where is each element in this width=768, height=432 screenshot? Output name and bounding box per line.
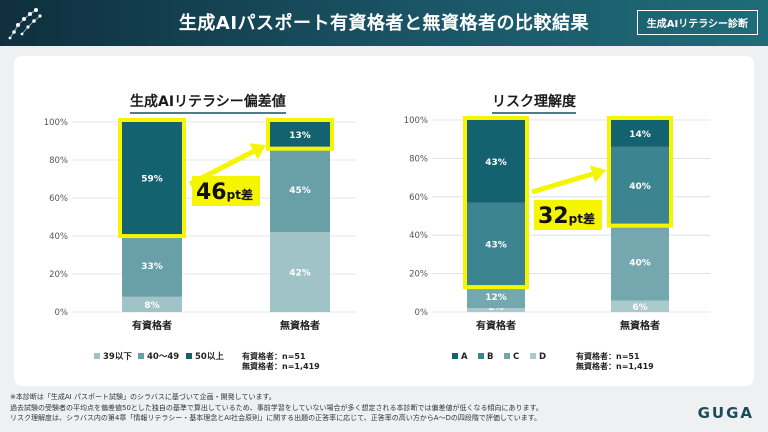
- y-tick-label: 0%: [415, 308, 429, 318]
- bar-segment: [611, 120, 669, 147]
- diagnosis-tag: 生成AIリテラシー診断: [636, 10, 758, 35]
- legend-swatch: [452, 353, 458, 359]
- data-label: 40%: [629, 182, 651, 192]
- chart-title-literacy: 生成AIリテラシー偏差値: [130, 91, 286, 114]
- legend-swatch: [138, 353, 144, 359]
- difference-label: 32pt差: [538, 204, 595, 229]
- legend-label: B: [487, 352, 493, 362]
- arrow-head-icon: [249, 143, 266, 160]
- data-label: 33%: [141, 262, 163, 272]
- legend-swatch: [478, 353, 484, 359]
- data-label: 12%: [485, 293, 507, 303]
- bar-segment: [270, 232, 330, 312]
- y-tick-label: 40%: [49, 232, 68, 242]
- bar-segment: [467, 202, 525, 286]
- difference-badge: [192, 176, 260, 206]
- sample-size-note: 無資格者：n=1,419: [576, 361, 654, 371]
- y-tick-label: 100%: [44, 118, 68, 128]
- highlight-box: [607, 116, 673, 228]
- footnotes: ※本診断は「生成AI パスポート試験」のシラバスに基づいて企画・開発しています。…: [10, 392, 543, 424]
- data-label: 13%: [289, 131, 311, 141]
- bar-segment: [270, 146, 330, 233]
- bar-segment: [611, 300, 669, 312]
- data-label: 6%: [632, 303, 647, 313]
- legend-label: C: [513, 352, 519, 362]
- x-tick-label: 有資格者: [132, 319, 172, 332]
- y-tick-label: 60%: [409, 193, 428, 203]
- legend-label: D: [539, 352, 546, 362]
- x-tick-label: 有資格者: [476, 319, 516, 332]
- data-label: 43%: [485, 240, 507, 250]
- legend-swatch: [186, 353, 192, 359]
- y-tick-label: 80%: [49, 156, 68, 166]
- bar-segment: [270, 122, 330, 147]
- sample-size-note: 有資格者：n=51: [576, 351, 640, 361]
- highlight-box: [266, 118, 334, 151]
- legend-label: 39以下: [103, 352, 132, 362]
- bar-segment: [122, 234, 182, 297]
- bar-segment: [467, 285, 525, 309]
- footnote-line: リスク理解度は、シラバス内の第4章「情報リテラシー・基本理念とAI社会原則」に関…: [10, 414, 542, 422]
- difference-value: 46: [196, 180, 227, 205]
- bar-segment: [122, 296, 182, 312]
- chart-title-risk: リスク理解度: [492, 91, 576, 114]
- data-label: 43%: [485, 158, 507, 168]
- arrow-line: [531, 171, 594, 195]
- highlight-box: [463, 116, 529, 290]
- highlight-box: [118, 118, 186, 239]
- data-label: 40%: [629, 259, 651, 269]
- footnote-line: 過去試験の受験者の平均点を偏差値50とした独自の基準で算出しているため、事前学習…: [10, 403, 543, 412]
- y-tick-label: 20%: [49, 270, 68, 280]
- header-bar: 生成AIパスポート有資格者と無資格者の比較結果 生成AIリテラシー診断: [0, 0, 768, 46]
- difference-badge: [534, 200, 602, 230]
- page-title: 生成AIパスポート有資格者と無資格者の比較結果: [178, 13, 590, 34]
- y-tick-label: 0%: [55, 308, 69, 318]
- arrow-head-icon: [590, 165, 606, 183]
- y-tick-label: 80%: [409, 154, 428, 164]
- legend-swatch: [504, 353, 510, 359]
- legend-swatch: [530, 353, 536, 359]
- x-tick-label: 無資格者: [280, 319, 320, 332]
- legend-label: 40～49: [147, 352, 179, 362]
- y-tick-label: 20%: [409, 270, 428, 280]
- difference-label: 46pt差: [196, 180, 253, 205]
- data-label: 14%: [629, 130, 651, 140]
- difference-value: 32: [538, 204, 569, 229]
- y-tick-label: 40%: [409, 231, 428, 241]
- difference-unit: pt差: [227, 187, 253, 202]
- sample-size-note: 有資格者：n=51: [242, 351, 306, 361]
- legend-swatch: [94, 353, 100, 359]
- data-label: 8%: [144, 301, 159, 311]
- difference-unit: pt差: [569, 211, 595, 226]
- data-label: 42%: [289, 269, 311, 279]
- footnote-line: ※本診断は「生成AI パスポート試験」のシラバスに基づいて企画・開発しています。: [10, 393, 276, 401]
- bar-segment: [467, 120, 525, 203]
- brand-logo: GUGA: [697, 404, 754, 422]
- data-label: 45%: [289, 186, 311, 196]
- bar-segment: [611, 223, 669, 301]
- bar-segment: [122, 122, 182, 235]
- data-label: 59%: [141, 175, 163, 185]
- y-tick-label: 100%: [404, 116, 428, 126]
- bar-segment: [467, 308, 525, 312]
- y-tick-label: 60%: [49, 194, 68, 204]
- legend-label: A: [461, 352, 468, 362]
- bar-segment: [611, 146, 669, 224]
- logo-icon: [8, 8, 42, 40]
- legend-label: 50以上: [195, 351, 224, 362]
- sample-size-note: 無資格者：n=1,419: [242, 361, 320, 371]
- x-tick-label: 無資格者: [620, 319, 660, 332]
